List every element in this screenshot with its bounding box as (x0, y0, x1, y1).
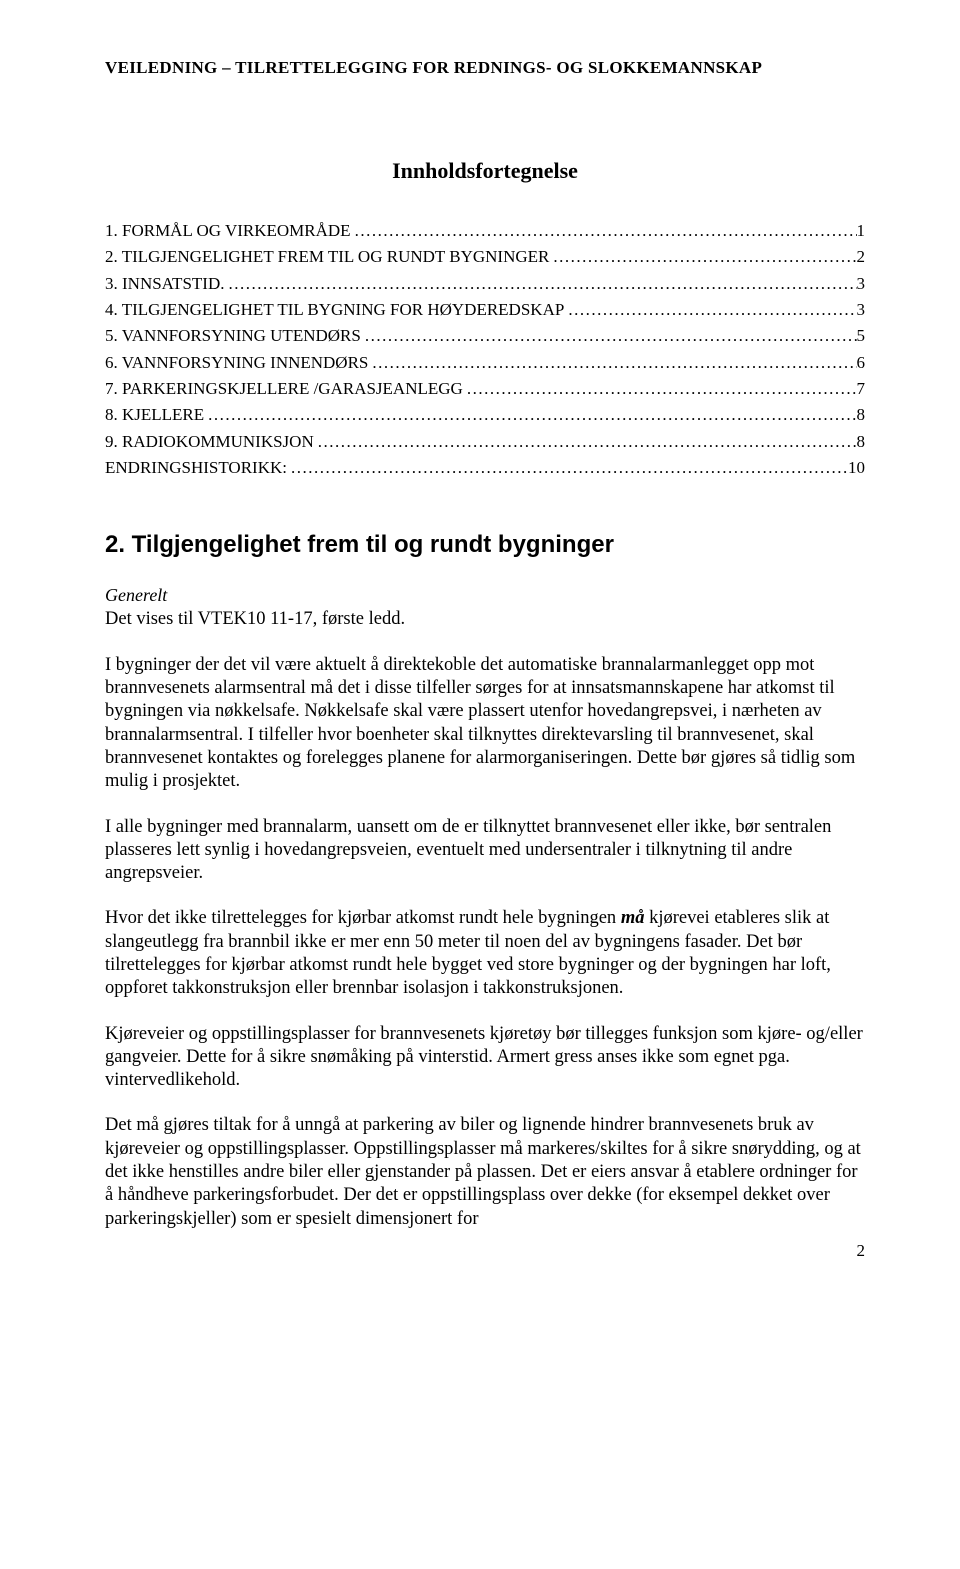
toc-label: 3. INNSATSTID. (105, 271, 224, 297)
toc-page: 3 (857, 271, 866, 297)
toc-label: 7. PARKERINGSKJELLERE /GARASJEANLEGG (105, 376, 463, 402)
toc-leader: ........................................… (224, 271, 856, 297)
toc-label: 6. VANNFORSYNING INNENDØRS (105, 350, 368, 376)
toc-label: 4. TILGJENGELIGHET TIL BYGNING FOR HØYDE… (105, 297, 564, 323)
emphasis: må (621, 908, 645, 928)
subheading: Generelt (105, 585, 865, 606)
toc-entry: 4. TILGJENGELIGHET TIL BYGNING FOR HØYDE… (105, 297, 865, 323)
toc-page: 7 (857, 376, 866, 402)
toc-leader: ........................................… (564, 297, 856, 323)
body-paragraph: Kjøreveier og oppstillingsplasser for br… (105, 1023, 865, 1093)
ref-line: Det vises til VTEK10 11-17, første ledd. (105, 608, 865, 631)
toc-entry: 9. RADIOKOMMUNIKSJON ...................… (105, 429, 865, 455)
toc-leader: ........................................… (368, 350, 856, 376)
body-paragraph: Hvor det ikke tilrettelegges for kjørbar… (105, 907, 865, 1000)
toc-label: 1. FORMÅL OG VIRKEOMRÅDE (105, 218, 351, 244)
toc-entry: 3. INNSATSTID. .........................… (105, 271, 865, 297)
toc-leader: ........................................… (314, 429, 857, 455)
toc-leader: ........................................… (463, 376, 857, 402)
table-of-contents: 1. FORMÅL OG VIRKEOMRÅDE ...............… (105, 218, 865, 481)
toc-label: 9. RADIOKOMMUNIKSJON (105, 429, 314, 455)
toc-label: 5. VANNFORSYNING UTENDØRS (105, 323, 361, 349)
page-header: VEILEDNING – TILRETTELEGGING FOR REDNING… (105, 58, 865, 78)
text-run: Hvor det ikke tilrettelegges for kjørbar… (105, 908, 621, 928)
toc-entry: 1. FORMÅL OG VIRKEOMRÅDE ...............… (105, 218, 865, 244)
toc-entry: 2. TILGJENGELIGHET FREM TIL OG RUNDT BYG… (105, 244, 865, 270)
toc-leader: ........................................… (351, 218, 857, 244)
toc-page: 10 (848, 455, 865, 481)
body-paragraph: I alle bygninger med brannalarm, uansett… (105, 816, 865, 886)
toc-leader: ........................................… (361, 323, 857, 349)
toc-page: 3 (857, 297, 866, 323)
toc-entry: 7. PARKERINGSKJELLERE /GARASJEANLEGG ...… (105, 376, 865, 402)
toc-page: 6 (857, 350, 866, 376)
toc-entry: 6. VANNFORSYNING INNENDØRS .............… (105, 350, 865, 376)
toc-page: 5 (857, 323, 866, 349)
toc-page: 1 (857, 218, 866, 244)
body-paragraph: I bygninger der det vil være aktuelt å d… (105, 654, 865, 794)
toc-entry: 8. KJELLERE ............................… (105, 402, 865, 428)
toc-page: 8 (857, 429, 866, 455)
toc-leader: ........................................… (287, 455, 848, 481)
toc-page: 2 (857, 244, 866, 270)
toc-leader: ........................................… (204, 402, 856, 428)
section-title: 2. Tilgjengelighet frem til og rundt byg… (105, 531, 865, 559)
toc-entry: 5. VANNFORSYNING UTENDØRS ..............… (105, 323, 865, 349)
toc-label: 2. TILGJENGELIGHET FREM TIL OG RUNDT BYG… (105, 244, 549, 270)
body-paragraph: Det må gjøres tiltak for å unngå at park… (105, 1114, 865, 1230)
page-number: 2 (105, 1241, 865, 1261)
toc-label: 8. KJELLERE (105, 402, 204, 428)
toc-entry: ENDRINGSHISTORIKK: .....................… (105, 455, 865, 481)
toc-page: 8 (857, 402, 866, 428)
toc-leader: ........................................… (549, 244, 856, 270)
toc-title: Innholdsfortegnelse (105, 158, 865, 184)
toc-label: ENDRINGSHISTORIKK: (105, 455, 287, 481)
